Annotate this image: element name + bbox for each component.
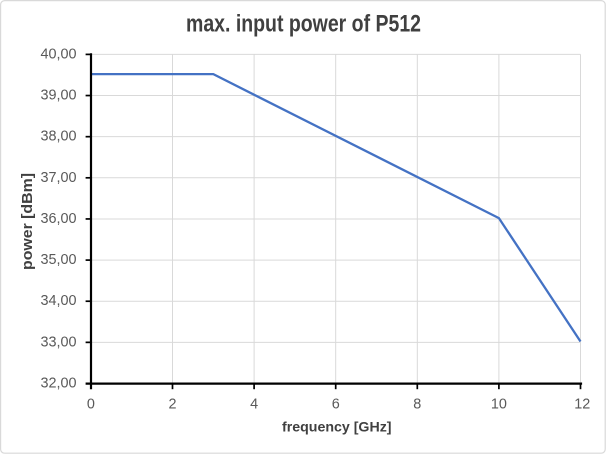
svg-text:36,00: 36,00 bbox=[40, 211, 76, 227]
svg-text:39,00: 39,00 bbox=[40, 88, 76, 104]
svg-text:4: 4 bbox=[250, 397, 258, 413]
svg-text:35,00: 35,00 bbox=[40, 252, 76, 268]
svg-text:0: 0 bbox=[87, 397, 95, 413]
svg-text:8: 8 bbox=[413, 397, 421, 413]
svg-text:37,00: 37,00 bbox=[40, 170, 76, 186]
svg-text:34,00: 34,00 bbox=[40, 293, 76, 309]
svg-text:frequency [GHz]: frequency [GHz] bbox=[282, 419, 392, 435]
svg-text:40,00: 40,00 bbox=[40, 46, 76, 62]
svg-text:33,00: 33,00 bbox=[40, 334, 76, 350]
svg-text:max. input power of P512: max. input power of P512 bbox=[186, 10, 421, 37]
svg-text:power [dBm]: power [dBm] bbox=[19, 173, 36, 270]
svg-text:12: 12 bbox=[574, 397, 590, 413]
svg-text:38,00: 38,00 bbox=[40, 129, 76, 145]
svg-text:10: 10 bbox=[491, 397, 507, 413]
svg-text:32,00: 32,00 bbox=[40, 376, 76, 392]
svg-text:6: 6 bbox=[332, 397, 340, 413]
svg-text:2: 2 bbox=[168, 397, 176, 413]
